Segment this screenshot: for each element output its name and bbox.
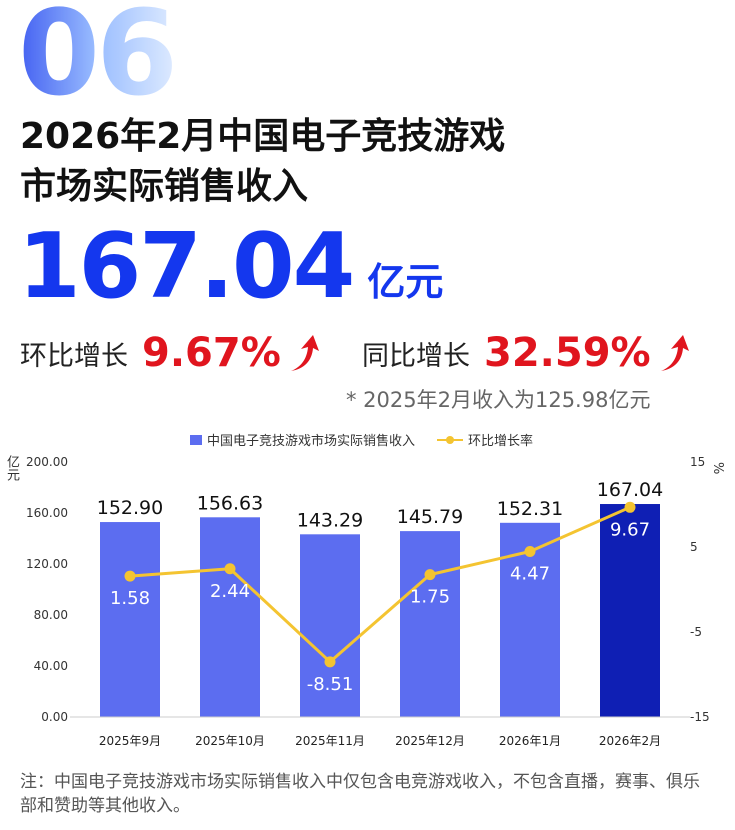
headline-amount: 167.04 亿元 [18, 222, 443, 312]
growth-rate-point [424, 569, 436, 581]
bar-value-label: 156.63 [197, 492, 263, 514]
y-left-tick-label: 160.00 [26, 506, 68, 520]
growth-rate-label: 1.58 [110, 588, 150, 609]
yoy-value: 32.59% [484, 330, 651, 376]
x-tick-label: 2025年9月 [99, 734, 161, 748]
bar [600, 504, 660, 717]
bar-value-label: 167.04 [597, 479, 663, 501]
x-tick-label: 2026年2月 [599, 734, 661, 748]
bar-value-label: 152.90 [97, 497, 163, 519]
growth-rate-point [624, 501, 636, 513]
mom-value: 9.67% [142, 330, 281, 376]
growth-rate-point [224, 563, 236, 575]
amount-value: 167.04 [18, 214, 355, 319]
y-left-axis-label: 亿元 [4, 455, 19, 481]
mom-growth: 环比增长 9.67% [20, 330, 321, 376]
arrow-up-icon [290, 335, 319, 371]
y-left-tick-label: 200.00 [26, 455, 68, 469]
x-tick-label: 2026年1月 [499, 734, 561, 748]
y-right-tick-label: -15 [690, 710, 710, 724]
y-left-tick-label: 120.00 [26, 557, 68, 571]
growth-rate-label: 1.75 [410, 587, 450, 608]
yoy-growth: 同比增长 32.59% [362, 330, 691, 376]
y-right-tick-label: 15 [690, 455, 705, 469]
y-right-tick-label: 5 [690, 540, 698, 554]
x-tick-label: 2025年10月 [195, 734, 265, 748]
y-left-tick-label: 40.00 [34, 659, 68, 673]
growth-rate-label: -8.51 [307, 674, 354, 695]
legend-line-label: 环比增长率 [468, 434, 534, 449]
growth-rate-point [524, 546, 536, 558]
growth-rate-line [129, 505, 631, 664]
title-line-2: 市场实际销售收入 [20, 166, 309, 207]
yoy-footnote: * 2025年2月收入为125.98亿元 [346, 388, 651, 412]
yoy-label: 同比增长 [362, 340, 470, 372]
bar [100, 522, 160, 717]
growth-rate-point [124, 570, 136, 582]
y-right-axis-label: % [710, 462, 725, 475]
bar-value-label: 152.31 [497, 498, 563, 520]
mom-label: 环比增长 [20, 340, 128, 372]
legend-bar-swatch [190, 434, 202, 445]
bar [200, 517, 260, 717]
growth-rate-label: 2.44 [210, 581, 250, 602]
amount-unit: 亿元 [367, 260, 444, 304]
legend-bar-label: 中国电子竞技游戏市场实际销售收入 [207, 434, 416, 449]
bar [400, 531, 460, 717]
chart-legend: 中国电子竞技游戏市场实际销售收入 环比增长率 [190, 430, 533, 449]
growth-rate-label: 9.67 [610, 519, 650, 540]
page-title: 2026年2月中国电子竞技游戏 市场实际销售收入 [20, 112, 580, 212]
legend-line-swatch [437, 435, 464, 444]
growth-rate-point [324, 656, 336, 668]
y-left-tick-label: 0.00 [41, 710, 68, 724]
bar [300, 534, 360, 717]
x-tick-label: 2025年12月 [395, 734, 465, 748]
x-tick-label: 2025年11月 [295, 734, 365, 748]
bar-value-label: 143.29 [297, 509, 363, 531]
footer-note: 注：中国电子竞技游戏市场实际销售收入中仅包含电竞游戏收入，不包含直播，赛事、俱乐… [20, 772, 700, 816]
combo-chart: 0.00 40.00 80.00 120.00 160.00 200.00 -15 -5 5 15… [26, 455, 710, 748]
arrow-up-icon [660, 335, 689, 371]
y-left-tick-label: 80.00 [34, 608, 68, 622]
y-right-tick-label: -5 [690, 625, 702, 639]
growth-rate-label: 4.47 [510, 564, 550, 585]
title-line-1: 2026年2月中国电子竞技游戏 [20, 116, 506, 157]
bar-value-label: 145.79 [397, 506, 463, 528]
section-number: 06 [18, 0, 178, 112]
